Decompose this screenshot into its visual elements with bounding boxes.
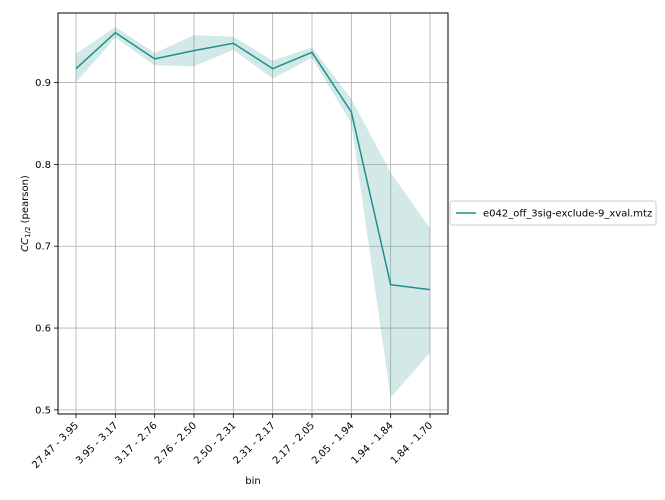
confidence-band [76, 26, 430, 398]
y-axis-ticks: 0.5 0.6 0.7 0.8 0.9 [35, 78, 58, 416]
y-axis-label: CC1/2 (pearson) [20, 175, 32, 252]
legend-box [449, 200, 657, 226]
data-lines [75, 31, 431, 291]
x-axis-ticks: 27.47 - 3.953.95 - 3.173.17 - 2.762.76 -… [30, 414, 435, 471]
legend-label: e042_off_3sig-exclude-9_xval.mtz [483, 209, 652, 220]
x-tick-label: 1.84 - 1.70 [389, 420, 435, 466]
y-tick-label: 0.7 [35, 242, 51, 253]
y-tick-label: 0.6 [35, 324, 51, 335]
y-tick-label: 0.8 [35, 160, 51, 171]
y-axis-label-rest: (pearson) [20, 175, 31, 226]
y-tick-label: 0.9 [35, 78, 51, 89]
confidence-bands [76, 26, 430, 398]
grid-lines [58, 13, 448, 414]
legend-entries: e042_off_3sig-exclude-9_xval.mtz [456, 209, 652, 220]
y-axis-label-main: CC [20, 238, 31, 252]
y-axis-label-sub: 1/2 [24, 227, 32, 238]
legend: e042_off_3sig-exclude-9_xval.mtz [449, 200, 657, 226]
series-line [75, 31, 431, 291]
y-tick-label: 0.5 [35, 405, 51, 416]
x-axis-label: bin [245, 476, 260, 487]
x-tick-label: 27.47 - 3.95 [30, 420, 81, 471]
plot-area-frame [57, 12, 449, 415]
